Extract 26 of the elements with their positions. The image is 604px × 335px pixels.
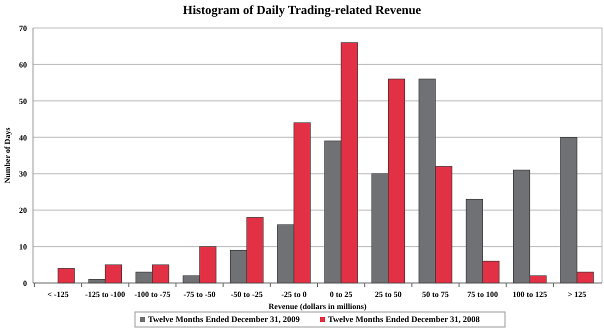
x-tick-label: 100 to 125	[512, 290, 548, 299]
x-tick-label: -100 to -75	[134, 290, 170, 299]
bar	[58, 268, 75, 284]
x-tick-label: -125 to -100	[85, 290, 126, 299]
x-tick-label: > 125	[568, 290, 586, 299]
legend-label: Twelve Months Ended December 31, 2009	[148, 314, 300, 324]
x-tick-label: -50 to -25	[230, 290, 263, 299]
chart-title: Histogram of Daily Trading-related Revenue	[182, 3, 422, 17]
x-tick-label: 50 to 75	[422, 290, 449, 299]
x-tick-label: -25 to 0	[281, 290, 307, 299]
y-tick-label: 30	[19, 170, 27, 179]
x-tick-label: 0 to 25	[330, 290, 352, 299]
y-tick-label: 40	[19, 133, 27, 142]
x-tick-label: < -125	[47, 290, 69, 299]
y-tick-label: 0	[23, 279, 27, 288]
x-tick-label: 25 to 50	[374, 290, 402, 299]
x-tick-label: -75 to -50	[184, 290, 216, 299]
legend-label: Twelve Months Ended December 31, 2008	[328, 314, 480, 324]
x-axis-title: Revenue (dollars in millions)	[268, 302, 367, 311]
y-tick-label: 50	[19, 96, 27, 106]
x-tick-label: 75 to 100	[467, 290, 498, 299]
y-tick-label: 60	[19, 60, 27, 70]
y-axis-title: Number of Days	[3, 128, 12, 184]
y-tick-label: 20	[19, 206, 27, 216]
y-tick-label: 70	[19, 24, 27, 33]
y-tick-label: 10	[19, 242, 27, 252]
